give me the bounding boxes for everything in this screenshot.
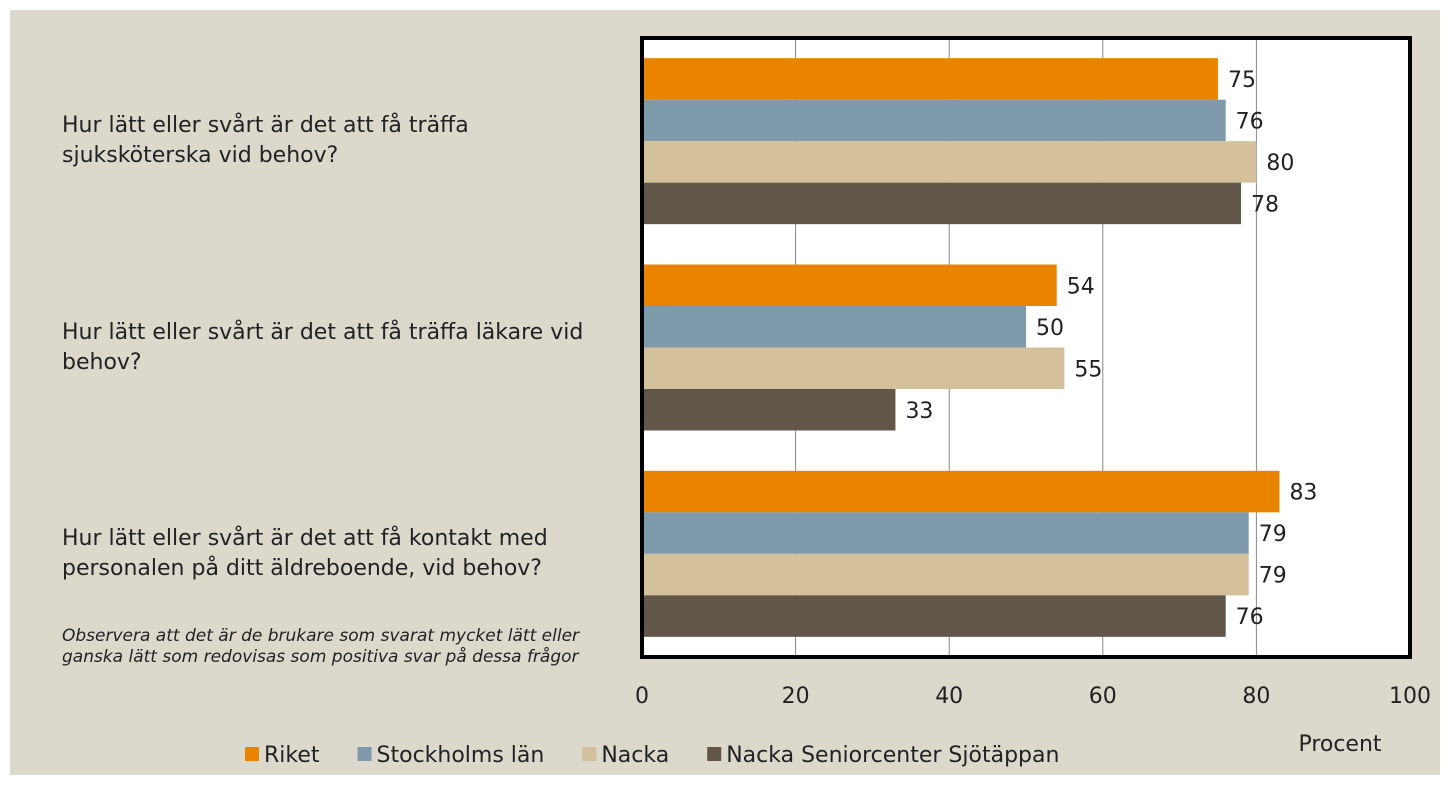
value-label: 79 [1259,564,1287,589]
value-label: 80 [1266,151,1294,176]
bar [642,389,896,431]
x-tick-label: 100 [1389,684,1431,709]
bar [642,58,1218,100]
bar [642,306,1026,348]
value-label: 33 [905,399,933,424]
value-label: 54 [1067,274,1095,299]
value-label: 75 [1228,68,1256,93]
value-label: 55 [1074,357,1102,382]
x-tick-label: 80 [1242,684,1270,709]
bar [642,595,1226,637]
x-tick-label: 0 [635,684,649,709]
legend-swatch [245,747,259,761]
annotation: Observera att det är de brukare som svar… [62,626,580,667]
category-label: Hur lätt eller svårt är det att få konta… [62,525,548,581]
bar [642,99,1226,142]
bar [642,182,1242,225]
legend-label: Riket [264,743,320,768]
x-axis-label: Procent [1298,732,1381,757]
category-label: Hur lätt eller svårt är det att få träff… [62,113,469,169]
bar [642,512,1249,554]
legend-label: Stockholms län [377,743,545,768]
x-tick-label: 60 [1089,684,1117,709]
value-label: 76 [1236,109,1264,134]
plot-border [640,36,1412,659]
x-tick-label: 20 [782,684,810,709]
x-tick-label: 40 [935,684,963,709]
bar [642,470,1280,513]
value-label: 76 [1236,605,1264,630]
bar [642,264,1057,306]
legend-label: Nacka [601,743,669,768]
legend-swatch [582,747,597,761]
value-label: 83 [1289,481,1317,506]
value-label: 79 [1259,522,1287,547]
bar [642,553,1249,596]
value-label: 78 [1251,192,1279,217]
bar [642,347,1065,389]
legend-swatch [357,747,372,761]
category-label: Hur lätt eller svårt är det att få träff… [62,319,584,375]
value-label: 50 [1036,316,1064,341]
legend-swatch [707,747,722,761]
legend-label: Nacka Seniorcenter Sjötäppan [726,743,1059,768]
bar [642,141,1257,183]
